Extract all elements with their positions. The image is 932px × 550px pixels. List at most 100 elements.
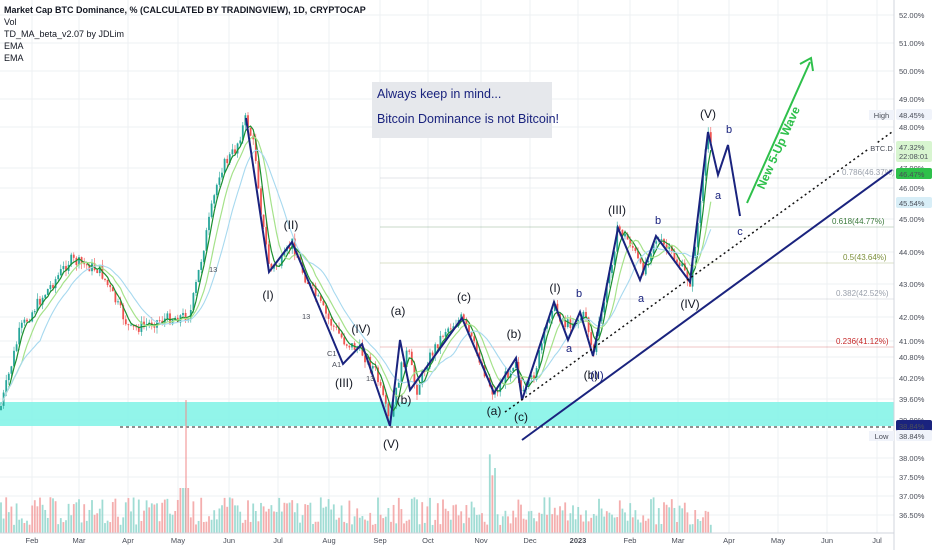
candle-body [145, 323, 148, 326]
volume-bar [702, 517, 704, 533]
last-price: 47.32% [899, 143, 925, 152]
candle-body [694, 246, 697, 258]
candle-body [540, 343, 543, 351]
volume-bar [119, 524, 122, 533]
candle-body [124, 319, 127, 325]
candle-body [631, 246, 634, 248]
volume-bar [109, 522, 112, 533]
forecast-arrow[interactable] [746, 56, 814, 204]
x-axis-tick: Apr [723, 536, 735, 545]
volume-bar [301, 515, 304, 533]
y-axis-tick: 43.00% [899, 280, 925, 289]
volume-bar [494, 468, 496, 533]
volume-bar [161, 502, 164, 533]
high-label: High [874, 111, 889, 120]
candle-body [111, 287, 114, 292]
candle-body [72, 254, 75, 258]
wave-up-impulse[interactable] [521, 131, 741, 401]
indicator-td-ma[interactable]: TD_MA_beta_v2.07 by JDLim [4, 29, 125, 39]
volume-bar [195, 524, 197, 533]
wave-label: (b) [584, 368, 599, 382]
volume-bar [595, 515, 598, 533]
volume-bar [405, 520, 408, 533]
volume-bar [325, 506, 327, 533]
candle-body [137, 327, 140, 332]
volume-bar [304, 504, 307, 533]
candle-body [83, 263, 86, 265]
volume-bar [546, 514, 548, 533]
volume-bar [252, 503, 255, 533]
y-axis-tick: 49.00% [899, 95, 925, 104]
candle-body [371, 366, 374, 369]
volume-bar [364, 519, 366, 533]
volume-bar [608, 512, 611, 533]
x-axis-tick: Jul [872, 536, 882, 545]
volume-bar [187, 488, 190, 533]
candle-body [202, 250, 205, 262]
note-box[interactable]: Always keep in mind... Bitcoin Dominance… [372, 82, 559, 138]
volume-bar [439, 524, 442, 533]
candle-body [522, 390, 525, 391]
wave-labels: (I) (II) (III) (IV) (V) (a) (b) (c) (a) (b) (c) (b)… [209, 107, 743, 451]
candle-body [618, 226, 621, 230]
candle-body [660, 239, 663, 240]
candle-body [241, 125, 244, 141]
volume-bar [275, 511, 278, 533]
candle-body [280, 256, 283, 266]
candle-body [665, 244, 668, 249]
volume-bar [5, 497, 8, 533]
volume-bar [156, 503, 158, 533]
volume-bar [18, 519, 21, 533]
volume-bar [460, 511, 463, 533]
candle-body [533, 375, 535, 380]
volume-bar [330, 509, 333, 533]
candle-body [655, 241, 658, 244]
trendline-solid[interactable] [521, 169, 893, 441]
chart-header: Market Cap BTC Dominance, % (CALCULATED … [4, 4, 366, 64]
candle-body [548, 318, 551, 323]
volume-bar [468, 517, 470, 533]
volume-bar [182, 488, 184, 533]
candle-body [639, 258, 642, 263]
wave-down-impulse[interactable] [245, 117, 391, 427]
volume-bar [470, 501, 473, 533]
candle-body [611, 264, 613, 274]
volume-bar [473, 507, 476, 533]
candle-body [231, 149, 234, 155]
candle-body [348, 345, 351, 348]
volume-bar [106, 520, 109, 533]
candle-body [416, 384, 418, 395]
volume-bar [512, 510, 515, 533]
wave-lines [245, 117, 741, 427]
volume-bar [351, 524, 353, 533]
x-axis-tick: 2023 [570, 536, 587, 545]
symbol-badge-bg [869, 143, 894, 153]
volume-bar [332, 504, 335, 533]
candle-body [702, 175, 704, 201]
candle-body [629, 239, 632, 247]
indicator-ema-2[interactable]: EMA [4, 53, 24, 63]
ema-mid-line [0, 136, 712, 407]
volume-bar [436, 503, 439, 533]
volume-bar [689, 524, 691, 533]
chart-title: Market Cap BTC Dominance, % (CALCULATED … [4, 5, 366, 15]
low-value-bg [896, 430, 932, 441]
volume-bar [205, 521, 208, 533]
candle-body [429, 352, 431, 368]
volume-bar [382, 518, 385, 533]
candle-body [0, 405, 2, 410]
volume-bar [587, 521, 590, 533]
candle-body [579, 318, 582, 320]
volume-bar [101, 499, 104, 533]
candle-body [265, 226, 268, 245]
volume-bar [517, 499, 520, 533]
td-marker: 13 [209, 265, 217, 274]
candle-body [332, 325, 335, 327]
volume-bar [288, 502, 291, 533]
low-value: 38.84% [899, 432, 925, 441]
volume-bar [140, 520, 143, 533]
indicator-ema-1[interactable]: EMA [4, 41, 24, 51]
wave-abc-correction[interactable] [389, 315, 523, 427]
indicator-volume[interactable]: Vol [4, 17, 17, 27]
candle-body [221, 172, 223, 178]
